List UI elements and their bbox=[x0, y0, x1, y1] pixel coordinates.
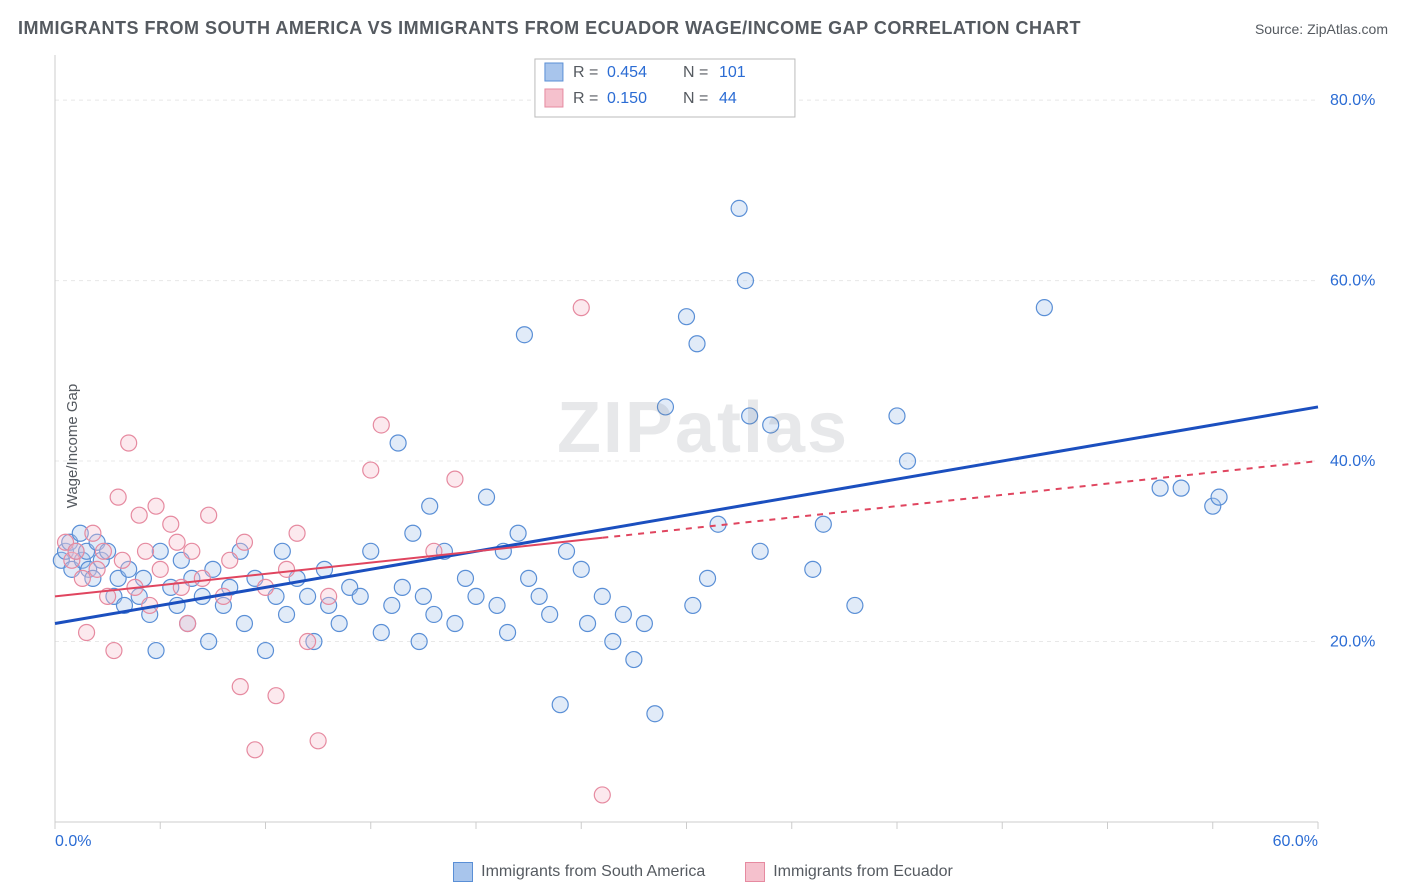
svg-text:60.0%: 60.0% bbox=[1273, 833, 1318, 850]
svg-text:0.0%: 0.0% bbox=[55, 833, 91, 850]
svg-text:101: 101 bbox=[719, 64, 746, 81]
legend-entry-ecuador: Immigrants from Ecuador bbox=[745, 862, 953, 882]
svg-text:N =: N = bbox=[683, 64, 708, 81]
source-label: Source: ZipAtlas.com bbox=[1255, 21, 1388, 37]
scatter-chart: 20.0% 40.0% 60.0% 80.0% 0.0% 60.0% R = 0.454 N =… bbox=[45, 50, 1388, 852]
legend-label: Immigrants from Ecuador bbox=[773, 863, 953, 881]
legend-swatch-icon bbox=[745, 862, 765, 882]
svg-text:N =: N = bbox=[683, 90, 708, 107]
svg-text:20.0%: 20.0% bbox=[1330, 634, 1375, 651]
series-legend: Immigrants from South America Immigrants… bbox=[0, 862, 1406, 882]
chart-title: IMMIGRANTS FROM SOUTH AMERICA VS IMMIGRA… bbox=[18, 18, 1081, 39]
svg-text:R =: R = bbox=[573, 64, 598, 81]
chart-header: IMMIGRANTS FROM SOUTH AMERICA VS IMMIGRA… bbox=[18, 18, 1388, 39]
svg-text:R =: R = bbox=[573, 90, 598, 107]
legend-label: Immigrants from South America bbox=[481, 863, 705, 881]
svg-text:40.0%: 40.0% bbox=[1330, 453, 1375, 470]
legend-entry-south-america: Immigrants from South America bbox=[453, 862, 705, 882]
svg-text:80.0%: 80.0% bbox=[1330, 92, 1375, 109]
svg-text:44: 44 bbox=[719, 90, 737, 107]
legend-swatch-icon bbox=[453, 862, 473, 882]
svg-text:0.454: 0.454 bbox=[607, 64, 647, 81]
svg-text:0.150: 0.150 bbox=[607, 90, 647, 107]
chart-area: 20.0% 40.0% 60.0% 80.0% 0.0% 60.0% R = 0.454 N =… bbox=[45, 50, 1388, 852]
svg-text:60.0%: 60.0% bbox=[1330, 273, 1375, 290]
